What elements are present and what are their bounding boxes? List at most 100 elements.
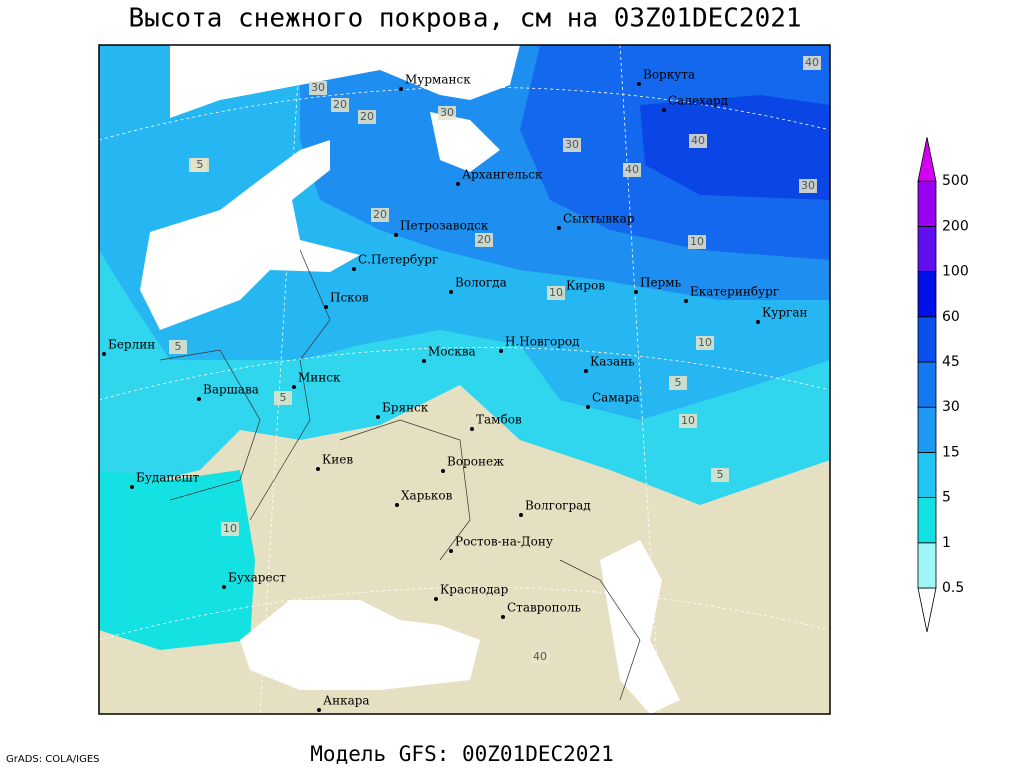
city-label: Екатеринбург [690, 285, 779, 299]
border [339, 419, 471, 561]
contour-label: 30 [565, 138, 579, 151]
contour-label: 40 [625, 163, 639, 176]
contour-label: 5 [175, 340, 182, 353]
city-label: Краснодар [440, 583, 509, 597]
sea [240, 600, 480, 690]
city-dot [102, 352, 106, 356]
contour-label-bg [711, 468, 729, 482]
city-dot [395, 503, 399, 507]
city-label: Воронеж [447, 455, 504, 469]
city-dot [352, 267, 356, 271]
contour-label-bg [221, 522, 239, 536]
city-label: Анкара [323, 694, 370, 708]
city-label: Минск [298, 371, 341, 385]
sea [430, 112, 500, 172]
contour-label: 20 [333, 98, 347, 111]
contour-label: 10 [690, 235, 704, 248]
city-label: Киров [566, 279, 605, 293]
graticule-line [98, 346, 831, 401]
city-dot [684, 299, 688, 303]
contour-label-bg [191, 158, 209, 172]
model-label: Модель GFS: 00Z01DEC2021 [310, 742, 613, 766]
city-label: Москва [428, 345, 476, 359]
legend-label: 0.5 [942, 580, 964, 596]
city-label: Будапешт [136, 471, 200, 485]
city-label: Курган [762, 306, 807, 320]
city-label: Н.Новгород [505, 335, 580, 349]
legend-label: 500 [942, 173, 969, 189]
city-label: Псков [330, 291, 369, 305]
snow-area [640, 95, 830, 200]
city-dot [399, 87, 403, 91]
contour-label-bg [623, 163, 641, 177]
sea [170, 45, 520, 118]
contour-label: 40 [533, 650, 547, 663]
credit: GrADS: COLA/IGES [6, 754, 100, 765]
city-label: Харьков [401, 489, 453, 503]
city-label: Ставрополь [507, 601, 581, 615]
legend-label: 45 [942, 354, 960, 370]
contour-label: 5 [675, 376, 682, 389]
contour-label-bg [689, 134, 707, 148]
legend-label: 1 [942, 535, 951, 551]
contour-label-bg [679, 414, 697, 428]
city-dot [501, 615, 505, 619]
city-label: Ростов-на-Дону [455, 535, 553, 549]
city-dot [499, 349, 503, 353]
contour-label-bg [669, 376, 687, 390]
legend-bin [917, 271, 937, 318]
city-label: Берлин [108, 338, 155, 352]
contour-label-bg [309, 81, 327, 95]
contour-label-bg [547, 286, 565, 300]
graticule-line [259, 44, 301, 715]
title: Высота снежного покрова, см на 03Z01DEC2… [128, 4, 801, 34]
contour-label-bg [358, 110, 376, 124]
city-label: Архангельск [462, 168, 543, 182]
city-label: Киев [322, 453, 353, 467]
legend-bin [917, 316, 937, 363]
city-dot [317, 708, 321, 712]
contour-label-bg [803, 56, 821, 70]
legend-bin [917, 361, 937, 408]
city-label: Самара [592, 391, 640, 405]
city-dot [316, 467, 320, 471]
contour-label-bg [688, 235, 706, 249]
contour-label-bg [438, 106, 456, 120]
graticule [98, 44, 831, 715]
city-dot [586, 405, 590, 409]
city-dot [634, 290, 638, 294]
city-dot [637, 82, 641, 86]
contour-label: 10 [681, 414, 695, 427]
city-label: Мурманск [405, 73, 471, 87]
contour-label: 10 [549, 286, 563, 299]
contour-label-bg [169, 340, 187, 354]
contour-label-bg [274, 391, 292, 405]
contour-label: 5 [280, 391, 287, 404]
border [559, 559, 641, 701]
snow-area [99, 470, 255, 650]
city-dot [197, 397, 201, 401]
city-label: Казань [590, 355, 635, 369]
contour-label: 10 [223, 522, 237, 535]
city-dot [222, 585, 226, 589]
city-dot [449, 290, 453, 294]
contour-label-bg [799, 179, 817, 193]
contour-label: 20 [373, 208, 387, 221]
city-label: Сыктывкар [563, 212, 635, 226]
legend-label: 30 [942, 399, 960, 415]
contour-label: 5 [717, 468, 724, 481]
city-label: Пермь [640, 276, 682, 290]
city-label: Волгоград [525, 499, 591, 513]
contour-label: 40 [805, 56, 819, 69]
legend-bin [917, 542, 937, 589]
city-label: Петрозаводск [400, 219, 489, 233]
city-dot [130, 485, 134, 489]
city-dot [441, 469, 445, 473]
contour-label-bg [696, 336, 714, 350]
legend-bin [917, 225, 937, 272]
legend-bin [917, 497, 937, 544]
contour-label: 10 [698, 336, 712, 349]
city-label: Воркута [643, 68, 695, 82]
